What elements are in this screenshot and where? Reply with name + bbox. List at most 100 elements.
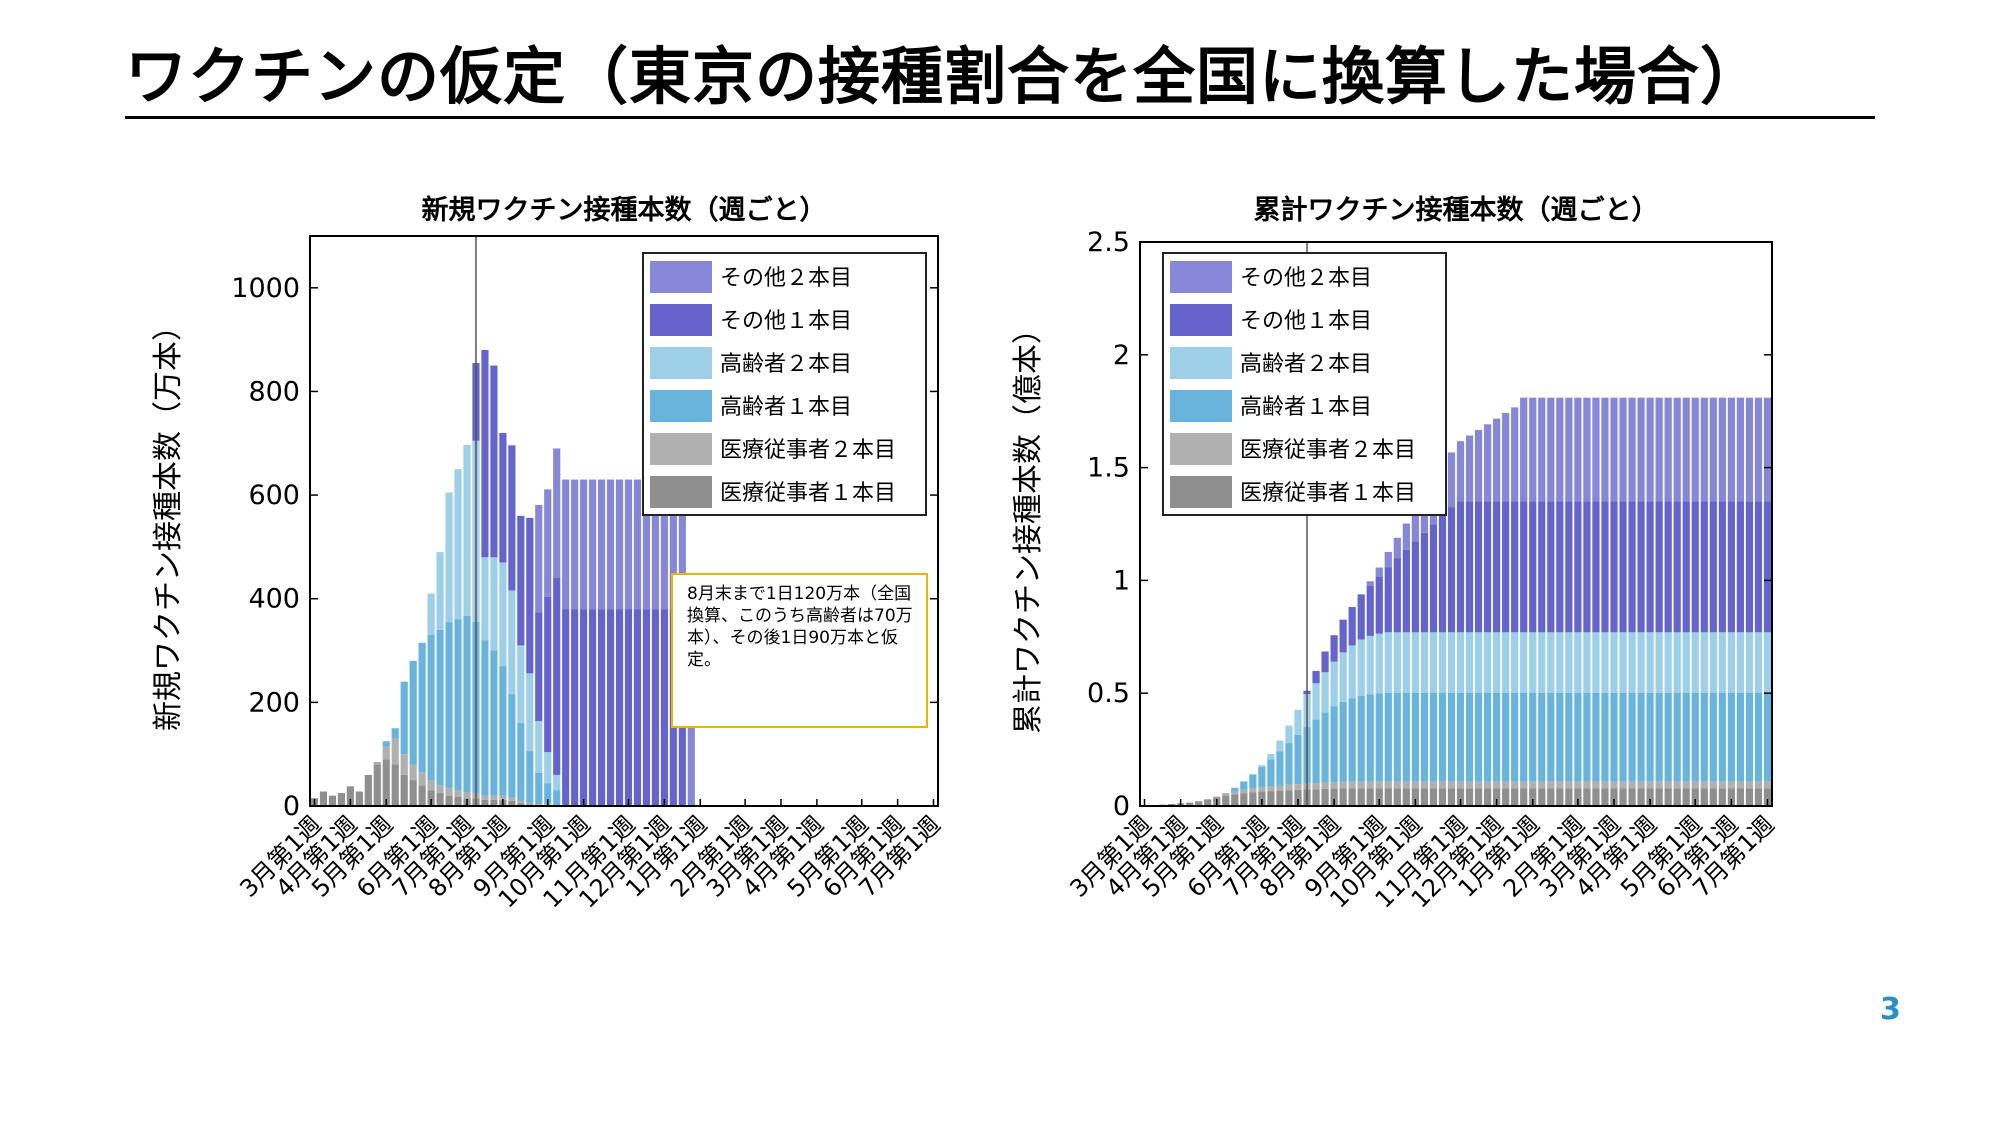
chart1-legend-label-3: 高齢者１本目 [1240,395,1372,420]
chart1-bar-w59-s4 [1673,501,1681,633]
chart0-legend-label-3: 高齢者１本目 [720,395,852,420]
title-underline [125,116,1875,119]
chart0-bar-w28-s5 [562,479,570,610]
chart0-bar-w37-s5 [642,479,651,610]
chart0-bar-w19-s1 [481,795,489,800]
chart1-bar-w24-s2 [1357,695,1365,782]
chart0-ylabel: 新規ワクチン接種本数（万本） [151,311,186,731]
chart0-bar-w21-s1 [499,795,507,800]
chart1-bar-w46-s3 [1556,632,1564,693]
chart1-bar-w53-s4 [1619,501,1627,633]
chart1-legend-swatch-0 [1170,261,1232,293]
chart1-bar-w61-s1 [1691,781,1699,789]
chart1-bar-w46-s1 [1556,781,1564,789]
chart0-legend-label-4: 医療従事者２本目 [720,438,896,463]
chart1-bar-w7-s0 [1204,799,1212,806]
chart1-bar-w59-s0 [1673,788,1681,806]
chart1-bar-w28-s3 [1393,632,1401,693]
chart1-bar-w14-s1 [1267,786,1275,792]
chart1-bar-w52-s4 [1610,501,1618,633]
chart1-bar-w17-s3 [1294,709,1302,735]
chart1-bar-w67-s4 [1745,501,1754,633]
chart-new-vaccinations: 新規ワクチン接種本数（週ごと） 0 200 400 600 800 1000 3月第1週 4月第… [140,180,960,970]
chart1-bar-w34-s4 [1447,507,1456,633]
chart0-bar-w36-s4 [633,609,642,806]
chart1-bar-w22-s0 [1339,788,1347,806]
chart0-bar-w8-s0 [382,759,390,806]
chart1-bar-w33-s4 [1438,515,1447,633]
chart1-bar-w51-s0 [1601,788,1609,806]
chart1-bar-w51-s2 [1601,692,1609,782]
chart1-bar-w28-s5 [1393,537,1401,559]
chart1-bar-w9-s2 [1222,793,1230,794]
chart1-bar-w31-s1 [1420,781,1429,789]
chart0-ytick-label-2: 400 [248,584,300,615]
chart1-bar-w16-s3 [1285,725,1293,744]
chart1-bar-w68-s3 [1754,632,1763,693]
chart1-bar-w37-s0 [1474,788,1483,806]
chart0-bar-w8-s1 [382,746,390,760]
chart0-bar-w29-s4 [571,609,579,806]
chart1-bar-w27-s1 [1384,781,1392,789]
chart1-bar-w25-s4 [1366,586,1374,636]
chart1-bar-w59-s2 [1673,692,1681,782]
slide-title: ワクチンの仮定（東京の接種割合を全国に換算した場合） [125,40,1764,113]
chart1-bar-w16-s2 [1285,743,1293,785]
chart1-bar-w38-s3 [1483,632,1492,693]
chart1-bar-w36-s0 [1465,788,1474,806]
chart1-legend-label-2: 高齢者２本目 [1240,352,1372,377]
chart1-bar-w23-s2 [1348,698,1356,782]
chart1-bar-w33-s0 [1438,788,1447,806]
chart0-bar-w26-s4 [544,596,552,753]
chart1-bar-w48-s2 [1574,692,1582,782]
chart1-legend-swatch-2 [1170,347,1232,379]
chart0-bar-w21-s3 [499,562,507,667]
chart1-bar-w62-s2 [1700,692,1708,782]
chart1-bar-w29-s5 [1402,523,1410,550]
chart1-bar-w35-s5 [1456,441,1465,502]
chart1-bar-w62-s1 [1700,781,1708,789]
chart0-bar-w16-s0 [454,796,462,806]
chart0-ytick-label-0: 0 [283,791,300,822]
chart1-ytick-label-0: 0 [1113,791,1130,822]
chart0-bar-w37-s4 [642,609,651,806]
chart1-bar-w19-s0 [1312,789,1320,806]
chart1-bar-w69-s0 [1763,788,1772,806]
chart0-legend-label-1: その他１本目 [720,309,852,334]
chart0-bar-w20-s0 [490,799,498,806]
chart1-bar-w25-s2 [1366,694,1374,782]
chart1-bar-w34-s0 [1447,788,1456,806]
chart1-bar-w62-s0 [1700,788,1708,806]
chart1-bar-w19-s1 [1312,783,1320,790]
chart1-bar-w25-s5 [1366,581,1374,587]
chart1-bar-w61-s5 [1691,397,1699,502]
chart-new-vaccinations-svg: 新規ワクチン接種本数（週ごと）020040060080010003月第1週4月第… [151,194,946,914]
chart1-bar-w58-s1 [1664,781,1672,789]
chart1-bar-w25-s0 [1366,788,1374,806]
chart1-bar-w57-s2 [1655,692,1663,782]
chart1-bar-w22-s4 [1339,619,1347,653]
chart0-bar-w24-s2 [526,751,534,803]
chart1-bar-w24-s3 [1357,639,1365,696]
chart1-bar-w32-s4 [1429,524,1438,633]
chart0-bar-w14-s3 [436,552,444,630]
chart1-bar-w24-s4 [1357,594,1365,640]
chart0-legend-swatch-3 [650,390,712,422]
chart1-bar-w37-s5 [1474,429,1483,502]
chart1-bar-w63-s1 [1709,781,1717,789]
chart1-bar-w54-s2 [1628,692,1636,782]
chart0-bar-w22-s0 [508,800,516,806]
chart1-bar-w56-s2 [1646,692,1654,782]
chart0-bar-w41-s5 [678,479,686,610]
chart0-bar-w23-s1 [517,800,525,804]
chart1-bar-w21-s2 [1330,706,1338,783]
chart1-bar-w13-s2 [1258,766,1266,788]
chart0-bar-w33-s4 [606,609,615,806]
chart0-bar-w24-s1 [526,802,534,805]
chart1-bar-w53-s3 [1619,632,1627,693]
chart1-bar-w44-s5 [1538,397,1546,502]
chart1-ytick-label-3: 1.5 [1087,453,1130,484]
chart0-bar-w24-s4 [526,517,534,674]
chart1-bar-w40-s3 [1502,632,1510,693]
